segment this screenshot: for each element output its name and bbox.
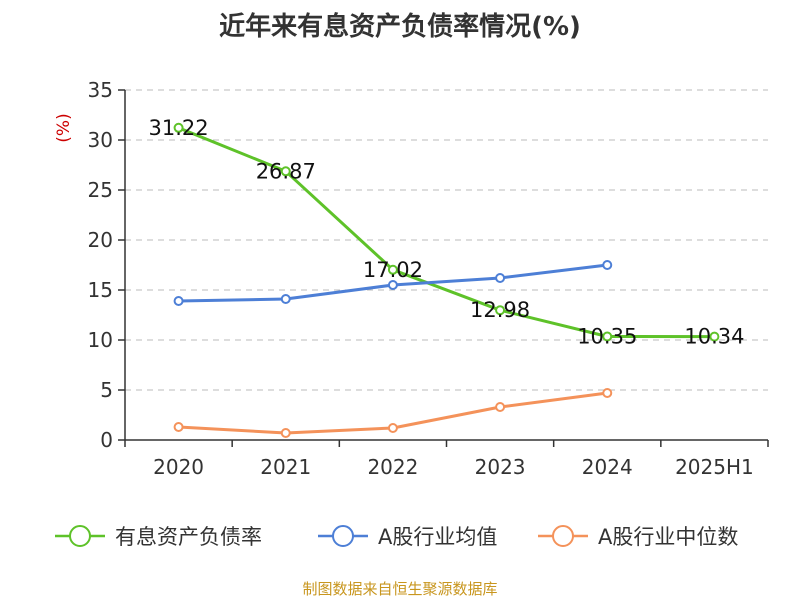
y-axis-unit-label: (%) bbox=[54, 113, 74, 142]
source-note: 制图数据来自恒生聚源数据库 bbox=[302, 580, 498, 598]
data-label-2022: 17.02 bbox=[363, 258, 423, 282]
point-1-2020 bbox=[173, 296, 184, 306]
y-tick-label-10: 10 bbox=[88, 328, 113, 352]
point-0-2022 bbox=[387, 264, 398, 275]
point-1-2021 bbox=[280, 294, 291, 304]
x-tick-label-2024: 2024 bbox=[582, 455, 633, 479]
point-0-2024 bbox=[602, 331, 613, 342]
x-tick-label-2023: 2023 bbox=[475, 455, 526, 479]
data-label-2021: 26.87 bbox=[256, 159, 316, 183]
data-label-2020: 31.22 bbox=[149, 116, 209, 140]
x-tick-label-2021: 2021 bbox=[260, 455, 311, 479]
x-tick-label-2020: 2020 bbox=[153, 455, 204, 479]
data-label-2024: 10.35 bbox=[577, 325, 637, 349]
y-tick-label-25: 25 bbox=[88, 178, 113, 202]
legend-label-2: A股行业中位数 bbox=[598, 525, 738, 549]
point-2-2021 bbox=[280, 428, 291, 438]
legend: 有息资产负债率 A股行业均值 A股行业中位数 bbox=[55, 525, 738, 549]
y-tick-label-15: 15 bbox=[88, 278, 113, 302]
point-2-2023 bbox=[495, 402, 506, 412]
point-0-2025H1 bbox=[709, 331, 720, 342]
legend-marker-1 bbox=[332, 525, 354, 547]
point-1-2024 bbox=[602, 260, 613, 270]
legend-label-1: A股行业均值 bbox=[378, 525, 497, 549]
series-lines bbox=[173, 122, 720, 438]
y-tick-label-20: 20 bbox=[88, 228, 113, 252]
point-1-2023 bbox=[495, 273, 506, 283]
y-tick-label-5: 5 bbox=[100, 378, 113, 402]
point-0-2021 bbox=[280, 166, 291, 177]
legend-marker-0 bbox=[69, 525, 91, 547]
point-1-2022 bbox=[387, 280, 398, 290]
data-label-2025H1: 10.34 bbox=[684, 325, 744, 349]
legend-label-0: 有息资产负债率 bbox=[115, 525, 262, 549]
legend-marker-2 bbox=[552, 525, 574, 547]
point-0-2020 bbox=[173, 122, 184, 133]
data-label-2023: 12.98 bbox=[470, 298, 530, 322]
point-2-2024 bbox=[602, 388, 613, 398]
x-tick-label-2025H1: 2025H1 bbox=[675, 455, 754, 479]
point-2-2020 bbox=[173, 422, 184, 432]
grid-lines bbox=[125, 89, 768, 391]
chart-title: 近年来有息资产负债率情况(%) bbox=[219, 12, 581, 42]
data-labels: 31.22 26.87 17.02 12.98 10.35 10.34 bbox=[149, 116, 745, 349]
point-0-2023 bbox=[495, 305, 506, 316]
y-tick-label-30: 30 bbox=[88, 128, 113, 152]
y-tick-label-35: 35 bbox=[88, 78, 113, 102]
point-2-2022 bbox=[387, 423, 398, 433]
x-tick-label-2022: 2022 bbox=[367, 455, 418, 479]
y-tick-label-0: 0 bbox=[100, 428, 113, 452]
axes: 0 5 10 15 20 25 30 35 2020 2021 2022 2023 2024 2025H1 bbox=[88, 78, 769, 479]
series-line-0 bbox=[178, 126, 715, 339]
